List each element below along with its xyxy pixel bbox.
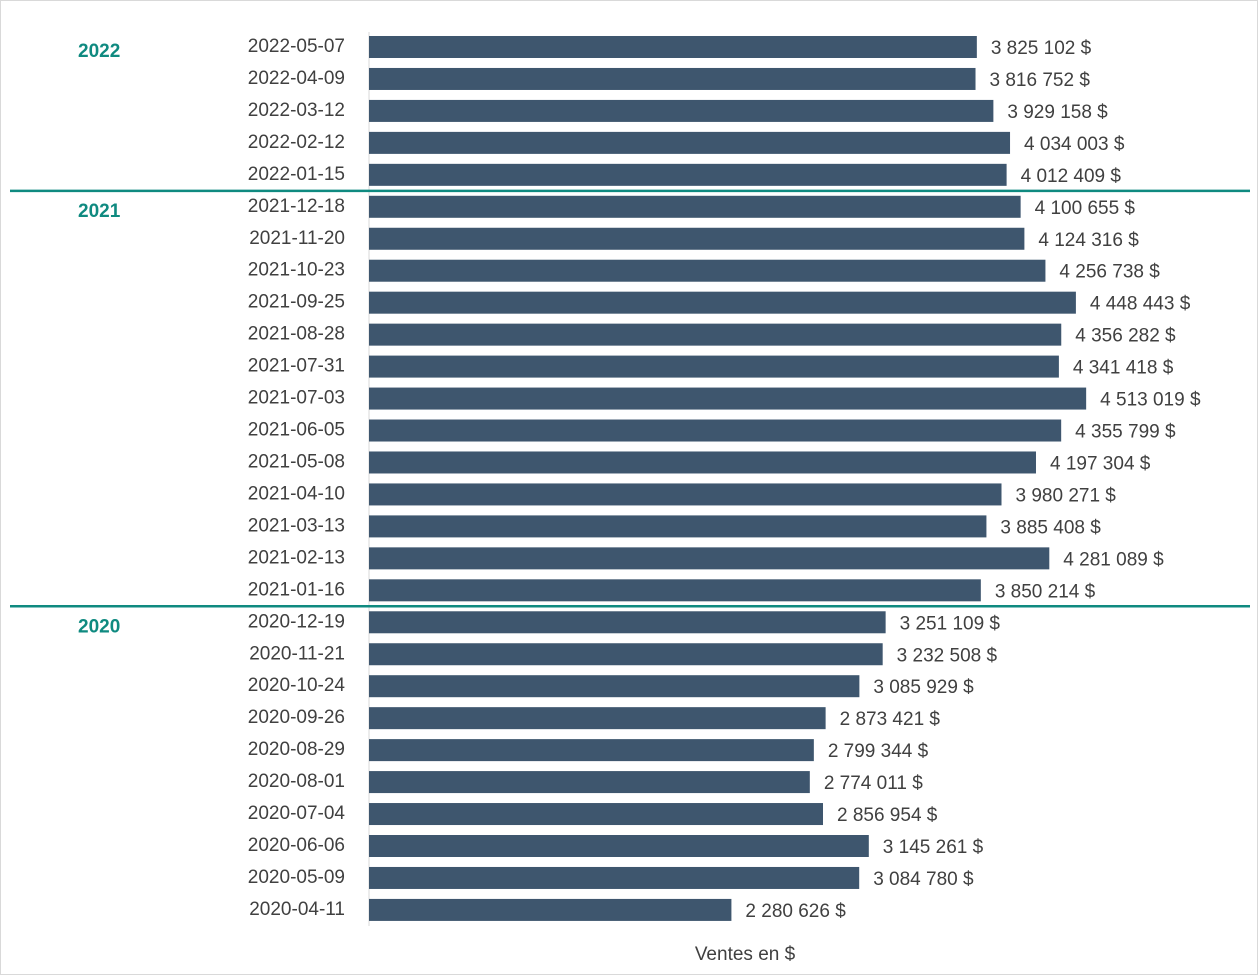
y-tick-label: 2021-08-28 [248,324,345,345]
value-label: 3 885 408 $ [1000,517,1101,538]
y-tick-label: 2021-11-20 [249,228,345,249]
value-label: 2 856 954 $ [837,805,938,826]
y-tick-label: 2021-04-10 [248,483,345,504]
y-tick-label: 2020-06-06 [248,835,345,856]
y-tick-label: 2021-09-25 [248,292,345,313]
value-label: 3 085 929 $ [873,677,974,698]
y-tick-label: 2022-03-12 [248,100,345,121]
y-tick-label: 2020-07-04 [248,803,346,824]
y-tick-label: 2021-07-03 [248,388,345,409]
bar [369,355,1059,378]
bar [369,707,826,730]
value-label: 3 825 102 $ [991,38,1092,59]
value-label: 2 280 626 $ [745,901,846,922]
value-label: 4 513 019 $ [1100,390,1201,411]
value-label: 4 341 418 $ [1073,358,1174,379]
y-tick-label: 2021-12-18 [248,196,345,217]
y-tick-label: 2020-08-01 [248,771,345,792]
bar [369,99,994,122]
bar [369,67,976,90]
value-label: 4 356 282 $ [1075,326,1176,347]
value-label: 4 100 655 $ [1035,198,1136,219]
value-label: 4 448 443 $ [1090,294,1191,315]
bar [369,131,1011,154]
value-label: 3 084 780 $ [873,869,974,890]
bar [369,451,1036,474]
x-axis-title: Ventes en $ [695,944,796,965]
bar [369,323,1062,346]
value-label: 3 251 109 $ [900,613,1001,634]
bar [369,866,860,889]
y-tick-label: 2022-01-15 [248,164,345,185]
value-label: 2 873 421 $ [840,709,941,730]
value-label: 3 929 158 $ [1007,102,1108,123]
value-label: 4 281 089 $ [1063,549,1164,570]
value-label: 4 355 799 $ [1075,422,1176,443]
y-tick-label: 2020-08-29 [248,739,345,760]
y-tick-label: 2021-06-05 [248,420,345,441]
value-label: 3 850 214 $ [995,581,1096,602]
value-label: 4 034 003 $ [1024,134,1125,155]
bar [369,387,1087,410]
y-tick-label: 2021-05-08 [248,451,345,472]
y-tick-label: 2020-09-26 [248,707,345,728]
bar [369,547,1050,570]
bar [369,643,883,666]
y-tick-label: 2020-10-24 [248,675,346,696]
bar [369,898,732,921]
y-tick-label: 2021-10-23 [248,260,345,281]
value-label: 2 799 344 $ [828,741,929,762]
y-tick-label: 2021-01-16 [248,579,345,600]
value-label: 3 816 752 $ [990,70,1091,91]
bar [369,419,1062,442]
value-label: 3 232 508 $ [897,645,998,666]
bar [369,611,886,634]
group-label: 2021 [78,201,121,222]
y-tick-label: 2020-04-11 [249,899,345,920]
group-label: 2020 [78,616,120,637]
group-label: 2022 [78,41,120,62]
y-tick-label: 2020-11-21 [249,643,345,664]
y-tick-label: 2022-04-09 [248,68,345,89]
bar [369,835,869,857]
bar [369,515,987,538]
value-label: 3 145 261 $ [883,837,984,858]
bar [369,675,860,698]
value-label: 4 256 738 $ [1059,262,1160,283]
bar [369,771,810,794]
y-tick-label: 2022-02-12 [248,132,345,153]
bar [369,36,977,58]
value-label: 3 980 271 $ [1016,485,1117,506]
bar [369,803,823,826]
value-label: 4 012 409 $ [1021,166,1122,187]
bar [369,163,1007,186]
bar [369,259,1046,282]
value-label: 4 124 316 $ [1038,230,1139,251]
bar [369,739,814,762]
value-label: 2 774 011 $ [824,773,923,794]
y-tick-label: 2020-05-09 [248,867,345,888]
bar [369,227,1025,250]
bar [369,195,1021,218]
y-tick-label: 2021-07-31 [248,356,345,377]
y-tick-label: 2021-02-13 [248,547,345,568]
y-tick-label: 2020-12-19 [248,611,345,632]
bar [369,483,1002,506]
bar [369,291,1076,314]
y-tick-label: 2021-03-13 [248,515,345,536]
value-label: 4 197 304 $ [1050,453,1151,474]
bar [369,579,981,602]
y-tick-label: 2022-05-07 [248,36,345,57]
